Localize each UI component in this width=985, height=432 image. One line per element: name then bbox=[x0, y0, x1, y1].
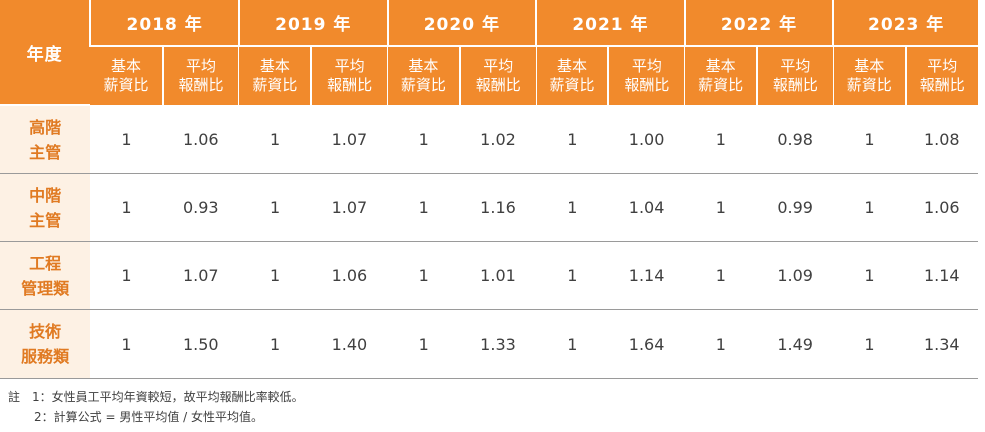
base-salary-ratio-header: 基本 薪資比 bbox=[684, 46, 758, 105]
row-label-engineering-management: 工程 管理類 bbox=[0, 241, 91, 310]
table-cell: 1 bbox=[833, 173, 906, 242]
table-cell: 1 bbox=[90, 173, 163, 242]
avg-compensation-ratio-header: 平均 報酬比 bbox=[904, 46, 978, 105]
avg-compensation-ratio-header: 平均 報酬比 bbox=[458, 46, 537, 105]
table-cell: 1 bbox=[90, 241, 163, 310]
row-label-technical-service: 技術 服務類 bbox=[0, 309, 91, 379]
sub-header-row: 基本 薪資比 平均 報酬比 基本 薪資比 平均 報酬比 基本 薪資比 平均 報酬… bbox=[0, 46, 978, 105]
row-label-senior-management: 高階 主管 bbox=[0, 105, 91, 174]
table-row: 中階 主管 1 0.93 1 1.07 1 1.16 1 1.04 1 0.99… bbox=[0, 173, 978, 242]
table-cell: 1 bbox=[238, 105, 312, 174]
table-cell: 1 bbox=[238, 309, 312, 379]
year-header: 2022 年 bbox=[683, 0, 834, 47]
table-cell: 1.04 bbox=[608, 173, 685, 242]
year-header: 2021 年 bbox=[535, 0, 685, 47]
table-cell: 1 bbox=[833, 105, 906, 174]
table-row: 高階 主管 1 1.06 1 1.07 1 1.02 1 1.00 1 0.98… bbox=[0, 105, 978, 174]
table-cell: 1.16 bbox=[459, 173, 537, 242]
table-cell: 1 bbox=[90, 309, 163, 379]
year-header: 2020 年 bbox=[386, 0, 537, 47]
corner-header: 年度 bbox=[0, 0, 91, 106]
table-cell: 1 bbox=[833, 241, 906, 310]
table-cell: 1.49 bbox=[757, 309, 834, 379]
table-cell: 1.00 bbox=[608, 105, 685, 174]
table-cell: 1.01 bbox=[459, 241, 537, 310]
base-salary-ratio-header: 基本 薪資比 bbox=[535, 46, 609, 105]
table-cell: 1 bbox=[536, 105, 609, 174]
table-cell: 1.07 bbox=[311, 105, 388, 174]
footnote-2: 2：計算公式 = 男性平均值 / 女性平均值。 bbox=[34, 410, 263, 424]
pay-ratio-table: 年度 2018 年 2019 年 2020 年 2021 年 2022 年 20… bbox=[0, 0, 978, 379]
table-row: 技術 服務類 1 1.50 1 1.40 1 1.33 1 1.64 1 1.4… bbox=[0, 309, 978, 379]
table-cell: 1.33 bbox=[459, 309, 537, 379]
table-cell: 1.09 bbox=[757, 241, 834, 310]
table-cell: 0.98 bbox=[757, 105, 834, 174]
base-salary-ratio-header: 基本 薪資比 bbox=[238, 46, 312, 105]
avg-compensation-ratio-header: 平均 報酬比 bbox=[310, 46, 388, 105]
table-cell: 1.50 bbox=[162, 309, 239, 379]
table-cell: 1 bbox=[684, 105, 758, 174]
table-cell: 1 bbox=[387, 105, 460, 174]
table-cell: 1 bbox=[238, 241, 312, 310]
table-cell: 1.64 bbox=[608, 309, 685, 379]
base-salary-ratio-header: 基本 薪資比 bbox=[832, 46, 906, 105]
table-cell: 1.06 bbox=[311, 241, 388, 310]
table-cell: 1.07 bbox=[162, 241, 239, 310]
table-cell: 1 bbox=[536, 173, 609, 242]
avg-compensation-ratio-header: 平均 報酬比 bbox=[161, 46, 239, 105]
table-cell: 1.14 bbox=[905, 241, 978, 310]
row-label-middle-management: 中階 主管 bbox=[0, 173, 91, 242]
avg-compensation-ratio-header: 平均 報酬比 bbox=[756, 46, 834, 105]
table-cell: 1 bbox=[387, 309, 460, 379]
table-cell: 1.06 bbox=[905, 173, 978, 242]
base-salary-ratio-header: 基本 薪資比 bbox=[90, 46, 163, 105]
year-header: 2018 年 bbox=[89, 0, 239, 47]
table-cell: 1 bbox=[387, 241, 460, 310]
avg-compensation-ratio-header: 平均 報酬比 bbox=[607, 46, 685, 105]
table-cell: 1 bbox=[90, 105, 163, 174]
table-cell: 1 bbox=[684, 173, 758, 242]
year-header-row: 年度 2018 年 2019 年 2020 年 2021 年 2022 年 20… bbox=[0, 0, 978, 106]
table-cell: 1 bbox=[238, 173, 312, 242]
footnote-1: 註 1：女性員工平均年資較短，故平均報酬比率較低。 bbox=[8, 390, 304, 404]
base-salary-ratio-header: 基本 薪資比 bbox=[387, 46, 460, 105]
table-cell: 1 bbox=[536, 241, 609, 310]
table-row: 工程 管理類 1 1.07 1 1.06 1 1.01 1 1.14 1 1.0… bbox=[0, 241, 978, 310]
table-cell: 1.34 bbox=[905, 309, 978, 379]
table-cell: 1 bbox=[536, 309, 609, 379]
table-cell: 1.07 bbox=[311, 173, 388, 242]
table-cell: 1.06 bbox=[162, 105, 239, 174]
year-header: 2023 年 bbox=[832, 0, 978, 47]
table-cell: 1 bbox=[833, 309, 906, 379]
table-cell: 1.08 bbox=[905, 105, 978, 174]
table-cell: 1.14 bbox=[608, 241, 685, 310]
table-cell: 0.93 bbox=[162, 173, 239, 242]
year-header: 2019 年 bbox=[237, 0, 388, 47]
table-cell: 1.02 bbox=[459, 105, 537, 174]
table-cell: 1.40 bbox=[311, 309, 388, 379]
table-cell: 0.99 bbox=[757, 173, 834, 242]
footnotes: 註 1：女性員工平均年資較短，故平均報酬比率較低。 2：計算公式 = 男性平均值… bbox=[8, 387, 304, 427]
table-cell: 1 bbox=[684, 309, 758, 379]
table-cell: 1 bbox=[387, 173, 460, 242]
table-cell: 1 bbox=[684, 241, 758, 310]
